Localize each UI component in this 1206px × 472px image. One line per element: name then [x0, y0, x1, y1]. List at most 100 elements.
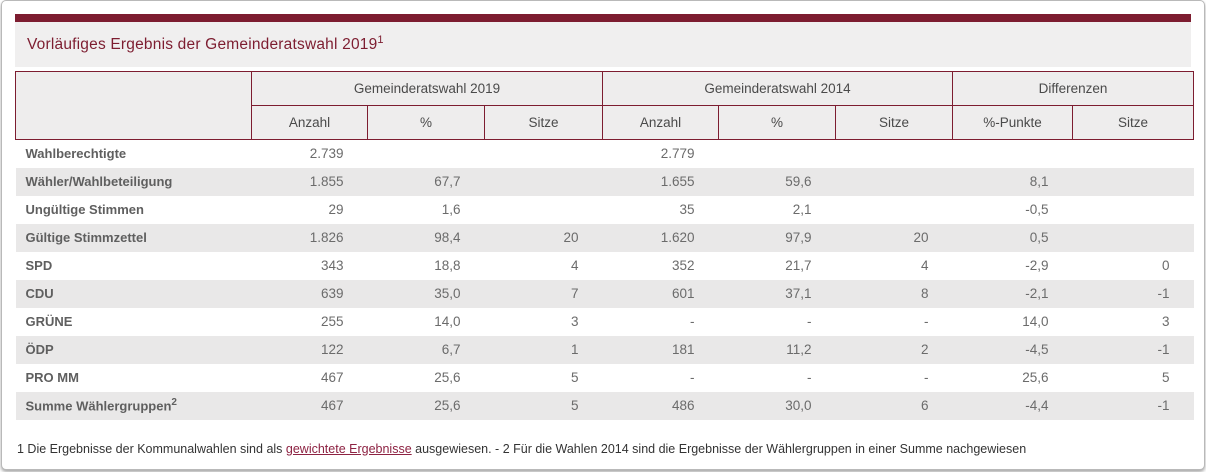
weighted-results-link[interactable]: gewichtete Ergebnisse	[285, 441, 412, 456]
row-label: Wähler/Wahlbeteiligung	[25, 174, 173, 189]
column-header: %	[367, 105, 485, 140]
table-cell: -	[924, 314, 929, 329]
column-header: %-Punkte	[952, 105, 1074, 140]
table-cell: 122	[320, 342, 344, 357]
table-cell	[485, 196, 603, 224]
table-cell: 1.655	[660, 174, 695, 189]
table-cell: 8,1	[1029, 174, 1049, 189]
table-cell: 6	[921, 398, 929, 413]
column-group-header: Gemeinderatswahl 2014	[602, 71, 954, 106]
table-cell: -	[807, 314, 812, 329]
table-cell: 11,2	[786, 342, 812, 357]
title-strip: Vorläufiges Ergebnis der Gemeinderatswah…	[15, 22, 1191, 67]
table-cell: 5	[571, 398, 579, 413]
page-title: Vorläufiges Ergebnis der Gemeinderatswah…	[27, 34, 384, 54]
table-header: Gemeinderatswahl 2019 Gemeinderatswahl 20…	[15, 71, 1195, 140]
table-row: CDU 639 35,0 7 601 37,1 8 -2,1 -1	[15, 279, 1194, 308]
footnote-post: ausgewiesen. - 2 Für die Wahlen 2014 sin…	[411, 441, 1027, 456]
table-row: Summe Wählergruppen2 467 25,6 5 486 30,0 6 -4,4…	[15, 391, 1194, 420]
table-cell: 67,7	[434, 174, 461, 189]
table-cell: 343	[320, 258, 344, 273]
table-cell: 6,7	[441, 342, 461, 357]
table-cell: 59,6	[785, 174, 812, 189]
row-label: GRÜNE	[25, 314, 73, 329]
table-cell: 35	[679, 202, 695, 217]
table-cell: 21,7	[785, 258, 812, 273]
table-cell: 601	[671, 286, 695, 301]
table-cell: -1	[1157, 342, 1170, 357]
table-cell: 7	[571, 286, 579, 301]
row-label: Ungültige Stimmen	[25, 202, 144, 217]
table-cell: 35,0	[434, 286, 461, 301]
row-label: PRO MM	[25, 370, 79, 385]
table-cell: 3	[1162, 314, 1170, 329]
row-label: Wahlberechtigte	[25, 146, 127, 162]
table-cell: 20	[913, 230, 929, 245]
table-cell: 352	[671, 258, 695, 273]
table-cell: 4	[571, 258, 579, 273]
table-cell: 0	[1162, 258, 1170, 273]
table-cell: 5	[1162, 370, 1170, 385]
column-group-header: Differenzen	[952, 71, 1195, 106]
corner-header	[15, 71, 252, 140]
column-header: Sitze	[483, 105, 604, 140]
footnote: 1 Die Ergebnisse der Kommunalwahlen sind…	[15, 442, 1191, 456]
table-cell: 1,6	[441, 202, 461, 217]
column-header: Sitze	[1072, 105, 1195, 140]
table-row: ÖDP 122 6,7 1 181 11,2 2 -4,5 -1	[15, 335, 1194, 364]
table-row: Wähler/Wahlbeteiligung 1.855 67,7 1.655 59,6…	[15, 167, 1194, 196]
table-row: SPD 343 18,8 4 352 21,7 4 -2,9 0	[16, 252, 1194, 280]
row-label: CDU	[25, 286, 54, 301]
column-header: Anzahl	[251, 105, 368, 140]
table-cell	[1073, 196, 1194, 224]
row-label: SPD	[25, 258, 53, 273]
table-cell: 25,6	[434, 398, 461, 413]
table-row: Ungültige Stimmen 29 1,6 35 2,1 -0,5	[16, 196, 1194, 224]
table-cell: 2.779	[660, 146, 695, 162]
table-cell	[719, 140, 836, 168]
row-label: Summe Wählergruppen2	[25, 397, 177, 414]
table-cell: -	[690, 314, 695, 329]
table-cell: 0,5	[1029, 230, 1049, 245]
table-cell: -	[924, 370, 929, 385]
table-cell	[953, 140, 1073, 168]
table-row: GRÜNE 255 14,0 3 - - - 14,0 3	[16, 308, 1194, 336]
table-cell	[1073, 140, 1194, 168]
table-cell: 3	[571, 314, 579, 329]
table-cell: 1.826	[309, 230, 344, 245]
table-cell: 181	[671, 342, 695, 357]
column-group-header: Gemeinderatswahl 2019	[250, 71, 604, 106]
row-label-footnote-marker: 2	[171, 397, 177, 409]
page-title-footnote-marker: 1	[377, 34, 384, 47]
accent-bar	[15, 14, 1191, 22]
table-cell: 467	[320, 370, 344, 385]
table-row: PRO MM 467 25,6 5 - - - 25,6 5	[16, 364, 1194, 392]
table-row: Gültige Stimmzettel 1.826 98,4 20 1.620 97,9 2…	[15, 223, 1194, 252]
table-cell: 98,4	[434, 230, 461, 245]
table-cell: -1	[1157, 286, 1170, 301]
table-cell: 29	[328, 202, 344, 217]
table-cell: -2,1	[1025, 286, 1049, 301]
table-cell: 5	[571, 370, 579, 385]
table-cell: -	[690, 370, 695, 385]
table-cell: 255	[320, 314, 344, 329]
table-cell: 14,0	[434, 314, 461, 329]
table-body: Wahlberechtigte 2.739 2.779 Wähler/Wahlbete…	[15, 140, 1194, 420]
footnote-pre: 1 Die Ergebnisse der Kommunalwahlen sind…	[17, 441, 286, 456]
table-cell: 97,9	[785, 230, 812, 245]
table-cell: 1	[571, 342, 579, 357]
table-cell: -1	[1157, 398, 1170, 413]
table-cell: 2.739	[309, 146, 344, 162]
column-header: Anzahl	[602, 105, 720, 140]
table-cell: 4	[921, 258, 929, 273]
table-cell: -0,5	[1025, 202, 1049, 217]
table-row: Wahlberechtigte 2.739 2.779	[16, 140, 1194, 168]
table-cell: 1.620	[660, 230, 695, 245]
table-cell	[1073, 224, 1194, 252]
table-cell: -	[807, 370, 812, 385]
results-table: Gemeinderatswahl 2019 Gemeinderatswahl 20…	[15, 71, 1195, 420]
table-cell: 467	[320, 398, 344, 413]
table-cell: -4,5	[1025, 342, 1049, 357]
table-cell: 37,1	[785, 286, 812, 301]
